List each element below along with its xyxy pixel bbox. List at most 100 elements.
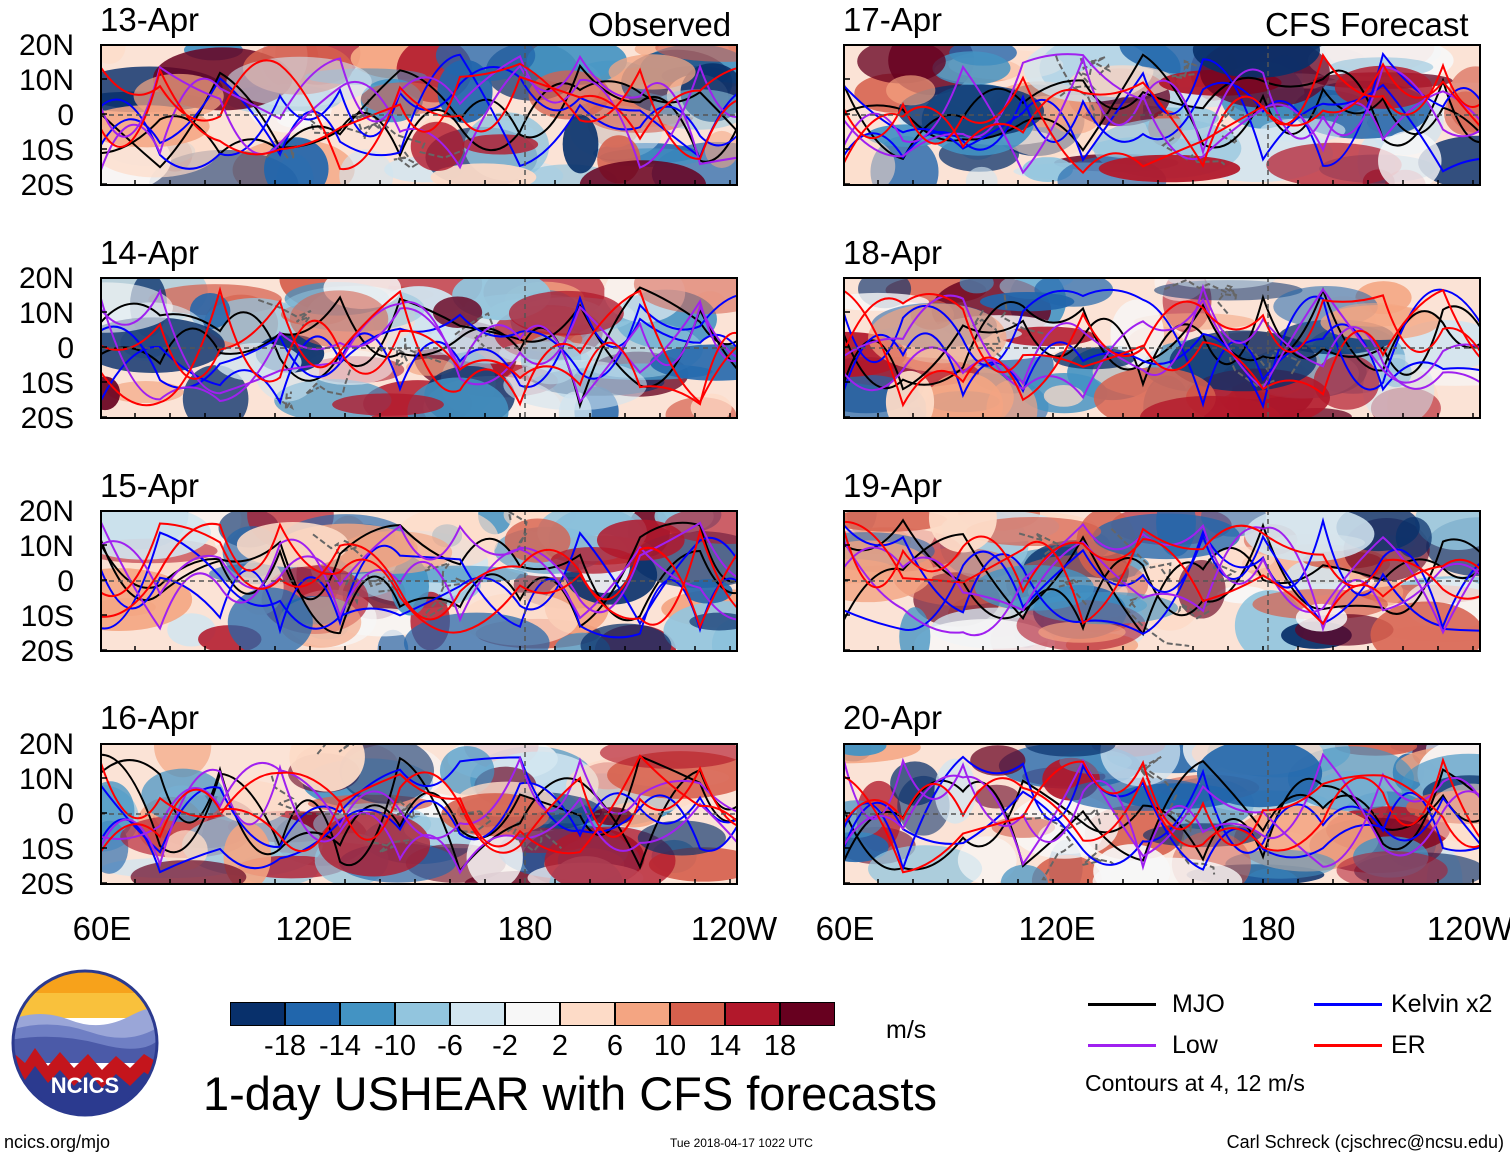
map-panel-observed-1: [100, 44, 738, 186]
shear-anomaly-blob: [599, 743, 738, 769]
coastline: [1216, 105, 1239, 146]
shear-anomaly-blob: [1313, 354, 1380, 410]
legend-line-low: [1088, 1044, 1156, 1047]
contour-line: [843, 526, 1481, 626]
contour-line: [843, 51, 1481, 167]
contour-line: [100, 524, 738, 622]
contour-line: [843, 752, 1481, 871]
colorbar-swatch: [615, 1002, 670, 1026]
coastline: [1240, 341, 1301, 376]
map-field: [843, 277, 1481, 419]
contour-line: [100, 295, 738, 404]
coastline: [1125, 596, 1190, 647]
shear-anomaly-blob: [504, 518, 571, 563]
shear-anomaly-blob: [843, 510, 948, 532]
contour-line: [100, 765, 738, 854]
coastline: [275, 391, 294, 411]
lat-label: 10S: [20, 367, 74, 400]
panel-date-label: 15-Apr: [100, 467, 200, 504]
map-field: [100, 277, 738, 419]
shear-anomaly-blob: [1225, 849, 1337, 879]
map-field: [843, 743, 1481, 885]
shear-anomaly-blob: [130, 860, 247, 885]
shear-anomaly-blob: [337, 531, 453, 574]
coastline: [972, 309, 1004, 360]
shear-anomaly-blob: [1037, 820, 1103, 854]
lat-label: 0: [57, 99, 74, 132]
colorbar-tick-label: 10: [653, 1030, 687, 1062]
colorbar-tick-label: -18: [264, 1030, 306, 1062]
coastline: [1081, 843, 1115, 866]
shear-anomaly-blob: [925, 372, 1004, 419]
contour-line: [100, 53, 738, 168]
lon-label: 60E: [815, 910, 875, 947]
map-panel-forecast-4: [843, 743, 1481, 885]
map-panel-forecast-3: [843, 510, 1481, 652]
shear-anomaly-blob: [608, 54, 696, 90]
shear-anomaly-blob: [339, 149, 394, 186]
coastline: [506, 819, 563, 853]
shear-anomaly-blob: [959, 277, 994, 294]
contour-line: [843, 52, 1481, 174]
legend-line-er: [1314, 1044, 1382, 1047]
coastline: [1138, 755, 1162, 784]
contour-line: [100, 753, 738, 873]
panel-date-label: 16-Apr: [100, 699, 200, 736]
colorbar-tick-label: 2: [551, 1030, 569, 1062]
colorbar-swatch: [340, 1002, 395, 1026]
coastline: [388, 794, 416, 820]
contour-line: [100, 294, 738, 405]
website-link[interactable]: ncics.org/mjo: [4, 1132, 111, 1152]
shear-anomaly-blob: [1287, 746, 1414, 811]
shear-anomaly-blob: [1167, 277, 1276, 289]
shear-anomaly-blob: [633, 277, 738, 315]
lat-label: 0: [57, 332, 74, 365]
legend-label-kelvin: Kelvin x2: [1391, 990, 1493, 1018]
colorbar-tick-label: 14: [708, 1030, 742, 1062]
contour-line: [100, 297, 738, 388]
shear-anomaly-blob: [986, 379, 1038, 419]
shear-anomaly-blob: [1025, 743, 1116, 757]
contour-line: [100, 289, 738, 407]
shear-anomaly-blob: [562, 114, 599, 174]
colorbar-swatch: [395, 1002, 450, 1026]
lat-label: 20S: [20, 169, 74, 202]
map-panel-forecast-1: [843, 44, 1481, 186]
shear-anomaly-blob: [1395, 517, 1432, 558]
contour-line: [100, 756, 738, 854]
shear-anomaly-blob: [163, 830, 208, 870]
coastline: [1171, 59, 1198, 80]
map-panel-observed-4: [100, 743, 738, 885]
coastline: [376, 117, 464, 159]
coastline: [1163, 278, 1230, 316]
shear-anomaly-blob: [886, 75, 936, 106]
panel-date-label: 17-Apr: [843, 1, 943, 38]
contour-line: [843, 288, 1481, 396]
colorbar-tick-label: -10: [374, 1030, 416, 1062]
map-field: [100, 510, 738, 652]
lat-label: 0: [57, 565, 74, 598]
panel-date-label: 14-Apr: [100, 234, 200, 271]
shear-anomaly-blob: [980, 291, 1075, 312]
lat-label: 20S: [20, 868, 74, 901]
legend-line-mjo: [1088, 1003, 1156, 1006]
contour-line: [100, 522, 738, 630]
shear-anomaly-blob: [462, 134, 539, 155]
colorbar-swatch: [450, 1002, 505, 1026]
contour-line: [843, 756, 1481, 852]
shear-anomaly-blob: [928, 510, 997, 553]
shear-anomaly-blob: [403, 612, 550, 652]
coastline: [1161, 136, 1226, 166]
lat-label: 10N: [18, 64, 74, 97]
shear-anomaly-blob: [1332, 302, 1416, 327]
coastline: [1018, 532, 1061, 561]
shear-anomaly-blob: [107, 381, 184, 404]
panel-date-label: 19-Apr: [843, 467, 943, 504]
credit: Carl Schreck (cjschrec@ncsu.edu): [1226, 1132, 1504, 1152]
contour-line: [843, 522, 1481, 632]
ncics-logo-icon: NCICS: [11, 969, 159, 1117]
logo-text: NCICS: [51, 1073, 119, 1098]
coastline: [1210, 328, 1278, 388]
map-panel-observed-2: [100, 277, 738, 419]
legend-label-mjo: MJO: [1172, 990, 1225, 1018]
